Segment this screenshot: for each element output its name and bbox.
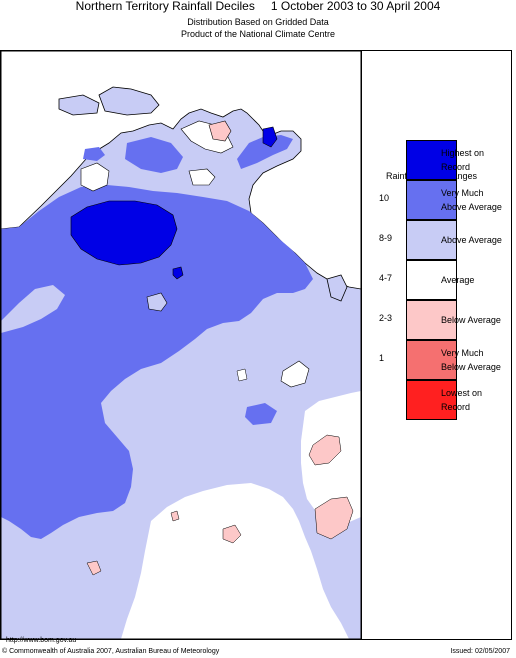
legend-label: Very Much Below Average <box>441 346 511 374</box>
subtitle-line-1: Distribution Based on Gridded Data <box>187 17 329 27</box>
average-region-east <box>188 168 216 186</box>
above-average-inlet <box>1 285 65 333</box>
legend-label: Above Average <box>441 233 511 247</box>
legend-label: Very Much Above Average <box>441 186 511 214</box>
legend-range: 4-7 <box>379 273 393 283</box>
legend-label-line-2: Above Average <box>441 202 502 212</box>
legend-label: Average <box>441 273 511 287</box>
legend-divider <box>361 50 362 640</box>
legend-label-line-2: Below Average <box>441 362 501 372</box>
very-much-above-average-region <box>1 185 313 539</box>
legend-label-line-1: Above Average <box>441 235 502 245</box>
title-line: Northern Territory Rainfall Deciles 1 Oct… <box>0 0 516 14</box>
rainfall-decile-map <box>1 51 361 639</box>
bathurst-island <box>58 94 100 116</box>
average-pocket-south <box>236 368 248 382</box>
map-title: Northern Territory Rainfall Deciles 1 Oct… <box>0 0 516 14</box>
legend-item-below-average: 2-3 Below Average <box>362 300 512 340</box>
legend-label-line-1: Very Much <box>441 188 484 198</box>
legend-label-line-1: Very Much <box>441 348 484 358</box>
legend-item-average: 4-7 Average <box>362 260 512 300</box>
legend-label-line-2: Record <box>441 402 471 412</box>
legend-item-very-much-below: 1 Very Much Below Average <box>362 340 512 380</box>
below-average-southwest <box>86 560 102 576</box>
footer-copyright: © Commonwealth of Australia 2007, Austra… <box>2 648 220 655</box>
average-region-coast <box>180 120 234 154</box>
above-average-island <box>146 292 168 312</box>
groote-eylandt <box>326 274 348 302</box>
legend-label: Lowest on Record <box>441 386 511 414</box>
very-much-above-average-north <box>125 137 183 173</box>
legend-range: 10 <box>379 193 390 203</box>
highest-on-record-region <box>70 200 178 266</box>
below-average-south-2 <box>170 510 180 522</box>
very-much-above-average-small <box>83 147 105 161</box>
below-average-north <box>208 120 232 142</box>
legend-label-line-1: Lowest on <box>441 388 483 398</box>
title-period: 1 October 2003 to 30 April 2004 <box>270 0 441 13</box>
below-average-southeast-2 <box>314 496 354 540</box>
legend-label-line-1: Below Average <box>441 315 501 325</box>
legend-label: Highest on Record <box>441 146 511 174</box>
legend-range: 2-3 <box>379 313 393 323</box>
legend-label-line-2: Record <box>441 162 471 172</box>
very-much-above-average-south <box>95 447 119 483</box>
legend-item-very-much-above: 10 Very Much Above Average <box>362 180 512 220</box>
legend-swatch <box>406 340 457 380</box>
title-text: Northern Territory Rainfall Deciles <box>75 0 255 13</box>
average-region-north <box>80 162 110 192</box>
below-average-south-1 <box>222 524 242 544</box>
legend-swatch <box>406 380 457 420</box>
very-much-above-average-east <box>237 135 293 169</box>
average-pocket <box>280 360 310 388</box>
footer-issued: Issued: 02/05/2007 <box>450 648 510 655</box>
highest-on-record-dot <box>172 266 184 280</box>
legend-label-line-1: Average <box>441 275 475 285</box>
legend-item-lowest: Lowest on Record <box>362 380 512 420</box>
legend-swatch <box>406 260 457 300</box>
legend-swatch <box>406 180 457 220</box>
legend-label-line-1: Highest on <box>441 148 485 158</box>
below-average-southeast-1 <box>308 434 342 466</box>
legend-item-above-average: 8-9 Above Average <box>362 220 512 260</box>
legend-swatch <box>406 140 457 180</box>
subtitle-line-2: Product of the National Climate Centre <box>180 29 336 39</box>
legend-label: Below Average <box>441 313 511 327</box>
average-region-south <box>121 483 349 639</box>
highest-on-record-north <box>262 126 278 148</box>
legend-range: 1 <box>379 353 385 363</box>
legend-item-highest: Highest on Record <box>362 140 512 180</box>
melville-island <box>98 86 160 116</box>
map-subtitle: Distribution Based on Gridded Data Produ… <box>0 16 516 40</box>
legend-swatch <box>406 220 457 260</box>
legend-swatch <box>406 300 457 340</box>
legend-range: 8-9 <box>379 233 393 243</box>
footer-url[interactable]: http://www.bom.gov.au <box>6 637 77 644</box>
very-much-above-average-east-south <box>245 403 277 425</box>
